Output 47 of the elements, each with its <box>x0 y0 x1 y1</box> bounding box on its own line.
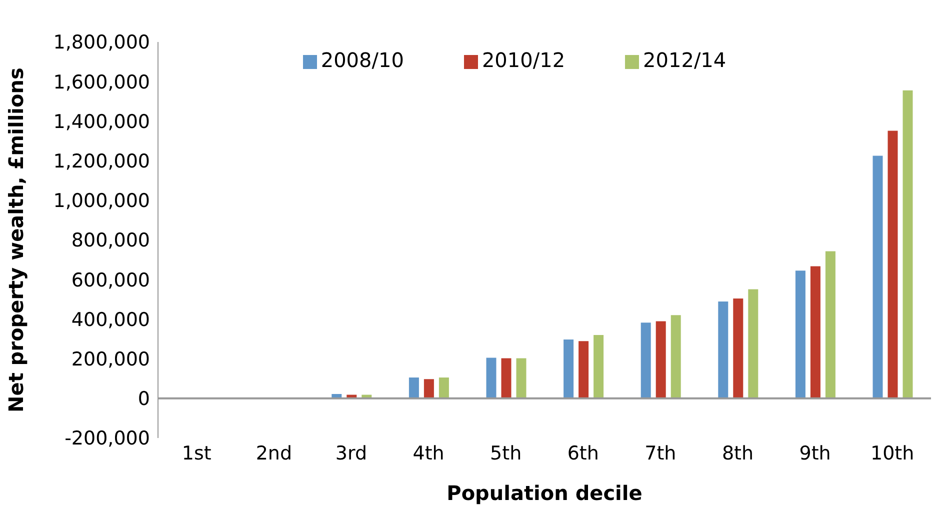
x-tick-label: 10th <box>870 442 914 464</box>
y-tick-label: 800,000 <box>71 230 150 252</box>
bar <box>500 357 512 399</box>
bar <box>747 288 760 399</box>
x-tick-label: 9th <box>799 442 831 464</box>
bar <box>438 376 450 399</box>
bar <box>886 130 899 399</box>
bar <box>640 322 652 399</box>
y-tick-label: 200,000 <box>71 348 150 371</box>
bar <box>562 338 575 399</box>
y-tick-label: 1,600,000 <box>53 71 150 94</box>
bar <box>902 89 914 399</box>
x-tick-label: 2nd <box>256 442 292 464</box>
bar <box>794 270 806 399</box>
y-tick-label: 1,800,000 <box>53 32 150 54</box>
x-tick-label: 7th <box>644 442 676 464</box>
y-axis-title: Net property wealth, £millions <box>4 68 28 412</box>
bar <box>670 314 682 399</box>
bar <box>592 334 605 399</box>
x-tick-label: 1st <box>182 442 212 464</box>
x-axis-title: Population decile <box>446 481 642 506</box>
y-tick-label: 0 <box>138 388 150 410</box>
y-tick-label: 1,400,000 <box>53 110 150 133</box>
bar <box>408 376 420 399</box>
bar <box>809 265 822 399</box>
x-tick-label: 5th <box>490 442 522 464</box>
legend-label: 2010/12 <box>482 48 566 72</box>
y-tick-label: 1,200,000 <box>53 150 150 173</box>
bar <box>515 357 528 399</box>
bar <box>654 320 667 399</box>
bar <box>717 300 730 399</box>
bar <box>485 356 498 399</box>
y-tick-label: 1,000,000 <box>53 190 150 212</box>
y-tick-label: -200,000 <box>64 428 150 450</box>
x-tick-label: 3rd <box>335 442 368 464</box>
bar <box>422 378 435 399</box>
x-tick-label: 8th <box>722 442 754 464</box>
legend-label: 2008/10 <box>320 48 404 72</box>
bar <box>732 298 744 399</box>
y-tick-label: 400,000 <box>71 308 150 331</box>
y-tick-label: 600,000 <box>71 269 150 292</box>
x-tick-label: 4th <box>412 442 444 464</box>
legend-label: 2012/14 <box>643 48 726 72</box>
bar <box>824 250 836 399</box>
bar <box>578 340 590 399</box>
x-tick-label: 6th <box>567 442 599 464</box>
bar <box>872 154 884 399</box>
